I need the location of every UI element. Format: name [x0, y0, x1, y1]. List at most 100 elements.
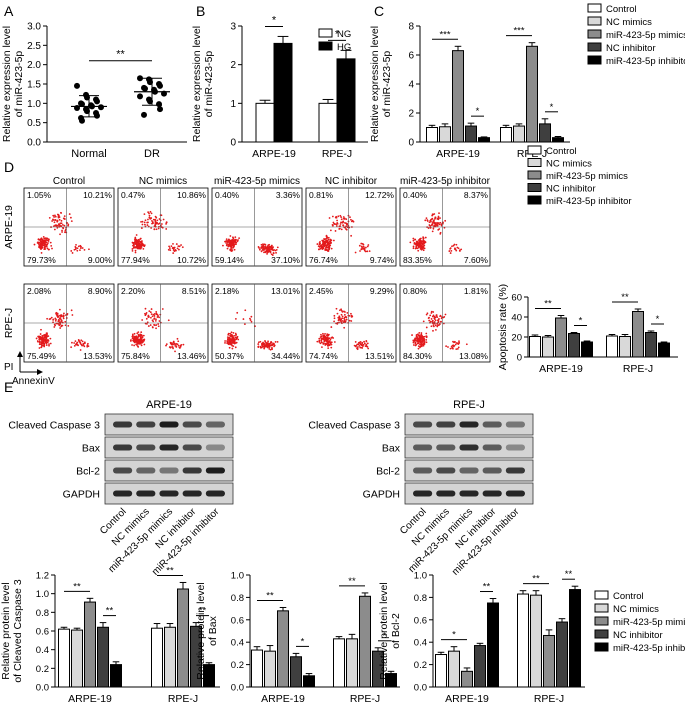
flow-event-dot [430, 312, 433, 314]
flow-event-dot [360, 248, 363, 251]
bar [273, 42, 293, 143]
significance-label: ** [348, 576, 356, 587]
flow-event-dot [38, 246, 41, 249]
quadrant-q4-value: 7.60% [464, 255, 489, 265]
flow-event-dot [150, 227, 153, 229]
flow-event-dot [318, 341, 321, 343]
flow-event-dot [47, 242, 49, 244]
flow-column-title: NC inhibitor [325, 176, 378, 187]
flow-event-dot [359, 343, 362, 346]
flow-x-arrowhead [37, 369, 43, 375]
flow-event-dot [57, 316, 59, 319]
bar [264, 650, 276, 688]
flow-event-dot [76, 249, 79, 252]
flow-event-dot [423, 240, 426, 243]
blot-protein-label: Cleaved Caspase 3 [308, 420, 400, 432]
flow-event-dot [145, 317, 148, 320]
flow-event-dot [82, 342, 85, 345]
flow-event-dot [63, 312, 65, 315]
flow-event-dot [155, 228, 158, 231]
flow-event-dot [157, 325, 160, 328]
flow-event-dot [341, 310, 344, 313]
legend-swatch [527, 170, 542, 180]
flow-event-dot [335, 225, 338, 227]
flow-event-dot [175, 343, 178, 345]
flow-event-dot [175, 243, 178, 245]
flow-event-dot [66, 313, 69, 316]
flow-event-dot [59, 327, 62, 329]
flow-event-dot [48, 344, 50, 347]
flow-y-axis-label: PI [4, 362, 13, 373]
flow-event-dot [226, 342, 229, 344]
flow-event-dot [336, 219, 338, 222]
flow-event-dot [444, 313, 447, 316]
flow-event-dot [157, 227, 160, 230]
flow-event-dot [234, 342, 236, 345]
flow-event-dot [365, 246, 367, 249]
flow-event-dot [414, 342, 417, 345]
flow-event-dot [362, 343, 365, 346]
flow-event-dot [262, 243, 264, 246]
x-category-label: ARPE-19 [445, 693, 489, 705]
flow-event-dot [363, 342, 366, 345]
flow-event-dot [137, 245, 140, 248]
legend-swatch [594, 590, 609, 600]
legend-label: NC inhibitor [613, 630, 663, 641]
flow-event-dot [79, 249, 81, 252]
quadrant-q3-value: 50.37% [215, 351, 244, 361]
flow-event-dot [321, 243, 324, 246]
flow-event-dot [153, 315, 156, 317]
flow-event-dot [432, 329, 434, 332]
flow-event-dot [56, 220, 59, 223]
flow-x-axis-label: AnnexinV [12, 376, 55, 387]
flow-event-dot [225, 242, 228, 244]
y-tick-label: 0 [517, 353, 522, 364]
flow-event-dot [140, 220, 142, 223]
significance-label: * [476, 106, 480, 117]
flow-event-dot [59, 233, 61, 236]
blot-protein-label: Bcl-2 [376, 466, 400, 478]
flow-event-dot [137, 244, 140, 246]
flow-event-dot [340, 228, 343, 231]
flow-event-dot [231, 347, 234, 350]
flow-event-dot [265, 343, 268, 346]
flow-event-dot [155, 327, 157, 330]
bar [439, 126, 451, 143]
flow-event-dot [419, 245, 421, 248]
flow-event-dot [54, 317, 57, 320]
flow-event-dot [420, 344, 423, 347]
x-category-label: RPE-J [623, 363, 653, 375]
significance-label: * [335, 28, 340, 40]
bar [336, 58, 356, 143]
legend-swatch [587, 16, 602, 26]
flow-event-dot [131, 249, 134, 252]
flow-event-dot [327, 345, 329, 347]
flow-event-dot [61, 223, 64, 226]
flow-event-dot [73, 342, 76, 344]
significance-label: ** [483, 582, 491, 593]
blot-band [459, 467, 479, 474]
flow-event-dot [133, 337, 136, 340]
flow-event-dot [326, 250, 329, 252]
flow-event-dot [226, 242, 229, 244]
flow-event-dot [60, 320, 63, 322]
flow-plot: 0.40% 8.37% 83.35% 7.60% [399, 187, 491, 267]
flow-event-dot [224, 240, 226, 243]
flow-event-dot [257, 343, 260, 345]
flow-event-dot [151, 315, 154, 318]
flow-event-dot [249, 319, 252, 321]
flow-event-dot [233, 338, 236, 341]
flow-event-dot [83, 341, 86, 344]
quadrant-q1-value: 2.18% [215, 286, 240, 296]
flow-event-dot [366, 245, 369, 248]
y-tick-label: 2.0 [27, 60, 41, 71]
blot-band [205, 467, 225, 474]
flow-event-dot [366, 250, 369, 253]
flow-event-dot [140, 241, 143, 244]
flow-event-dot [46, 237, 49, 240]
flow-event-dot [69, 216, 72, 219]
flow-event-dot [445, 345, 448, 348]
y-tick-label: 8 [408, 22, 414, 33]
y-tick-label: 3.0 [27, 22, 41, 33]
legend-label: Control [546, 146, 577, 157]
